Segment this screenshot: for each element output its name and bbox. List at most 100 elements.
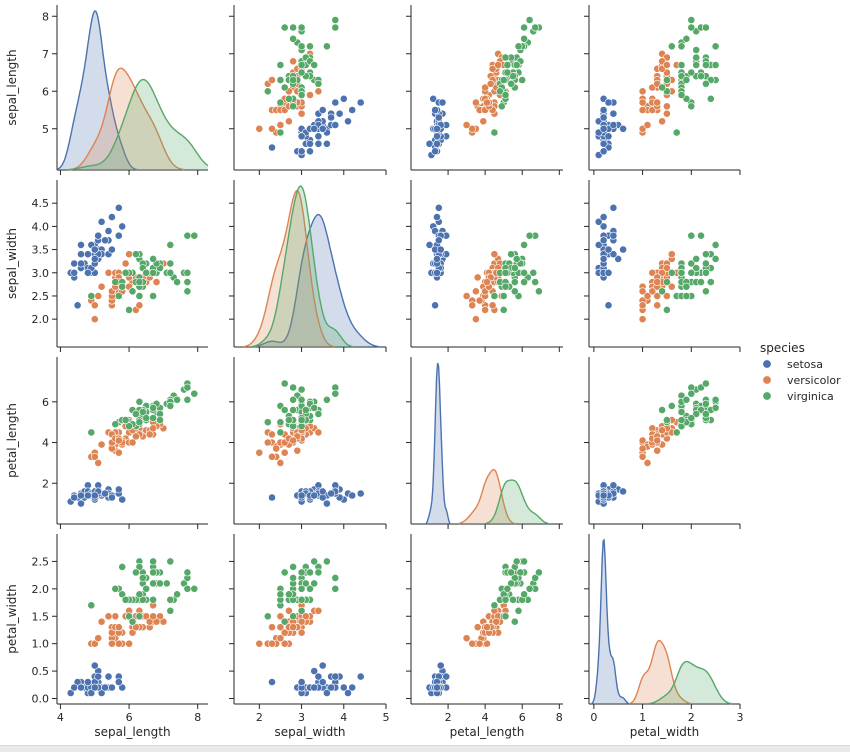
point-versicolor	[289, 623, 297, 632]
point-virginica	[711, 61, 720, 69]
point-setosa	[442, 672, 451, 681]
point-virginica	[520, 268, 528, 277]
point-virginica	[501, 612, 510, 621]
point-versicolor	[97, 282, 106, 291]
point-virginica	[692, 264, 701, 272]
point-setosa	[434, 203, 443, 212]
legend-marker-versicolor	[762, 375, 772, 385]
point-virginica	[687, 231, 696, 240]
point-virginica	[687, 16, 696, 24]
point-versicolor	[473, 273, 482, 282]
point-virginica	[520, 34, 528, 43]
point-virginica	[520, 278, 528, 286]
y-tick-label: 2.5	[32, 555, 50, 568]
point-setosa	[609, 250, 618, 259]
panel-petal_length-vs-petal_length	[406, 357, 563, 529]
point-virginica	[702, 287, 710, 296]
point-virginica	[173, 278, 181, 286]
kde-line-setosa	[56, 10, 138, 171]
point-virginica	[276, 590, 285, 599]
kde-fill-virginica	[649, 661, 732, 704]
point-virginica	[289, 574, 297, 582]
panel-sepal_width-vs-petal_length	[406, 180, 563, 352]
legend-label-setosa: setosa	[787, 358, 823, 371]
legend: species setosa versicolor virginica	[760, 341, 841, 403]
point-setosa	[90, 245, 99, 254]
point-virginica	[331, 23, 340, 32]
point-setosa	[77, 259, 85, 268]
kde-line-versicolor	[629, 639, 692, 705]
point-virginica	[183, 231, 192, 240]
point-versicolor	[255, 124, 264, 133]
point-virginica	[297, 23, 306, 32]
point-versicolor	[125, 639, 134, 648]
y-tick-label: 0.0	[32, 693, 50, 706]
point-virginica	[677, 61, 686, 69]
point-versicolor	[663, 109, 671, 118]
point-setosa	[104, 227, 113, 235]
point-virginica	[677, 268, 686, 277]
point-versicolor	[268, 623, 276, 632]
point-versicolor	[471, 287, 480, 296]
point-virginica	[183, 584, 192, 593]
point-versicolor	[638, 301, 647, 310]
point-virginica	[166, 606, 175, 615]
point-virginica	[166, 595, 175, 604]
point-versicolor	[653, 292, 662, 300]
point-virginica	[111, 278, 120, 286]
point-versicolor	[471, 315, 480, 324]
point-setosa	[335, 109, 344, 118]
point-virginica	[289, 612, 297, 621]
point-versicolor	[475, 296, 484, 305]
point-virginica	[149, 414, 157, 422]
x-tick-label: 6	[126, 711, 133, 724]
point-versicolor	[97, 617, 106, 626]
point-setosa	[77, 250, 85, 259]
point-versicolor	[471, 98, 480, 107]
point-versicolor	[483, 623, 491, 632]
point-virginica	[142, 268, 151, 277]
point-virginica	[667, 268, 676, 277]
panel-sepal_length-vs-petal_length	[406, 5, 563, 175]
point-virginica	[525, 16, 534, 24]
point-setosa	[318, 106, 327, 114]
point-virginica	[672, 428, 681, 437]
point-virginica	[135, 292, 144, 300]
point-virginica	[276, 98, 285, 107]
point-virginica	[142, 584, 151, 593]
point-versicolor	[638, 87, 647, 96]
kde-line-versicolor	[243, 189, 335, 348]
point-virginica	[702, 259, 710, 268]
point-virginica	[276, 61, 285, 69]
kde-line-versicolor	[458, 468, 515, 525]
point-versicolor	[149, 612, 157, 621]
y-tick-label: 0.5	[32, 665, 50, 678]
point-virginica	[510, 287, 519, 296]
point-versicolor	[638, 106, 647, 114]
point-virginica	[310, 557, 319, 566]
x-tick-label: 5	[383, 711, 390, 724]
point-setosa	[339, 683, 348, 692]
panel-sepal_length-vs-sepal_length: 5 6 7 8	[42, 5, 209, 175]
point-setosa	[609, 121, 618, 129]
point-setosa	[314, 672, 323, 681]
y-tick-label: 6	[42, 85, 49, 98]
point-virginica	[663, 305, 671, 314]
point-versicolor	[468, 639, 477, 648]
point-virginica	[512, 254, 521, 263]
point-versicolor	[667, 250, 676, 259]
point-versicolor	[658, 117, 666, 126]
point-virginica	[135, 612, 144, 621]
point-virginica	[702, 379, 710, 388]
point-setosa	[331, 121, 340, 129]
point-virginica	[687, 414, 696, 422]
point-virginica	[490, 128, 499, 137]
point-virginica	[314, 568, 323, 577]
point-virginica	[496, 87, 504, 96]
point-virginica	[263, 418, 272, 427]
point-virginica	[111, 584, 120, 593]
point-virginica	[131, 568, 140, 577]
point-virginica	[503, 584, 512, 593]
point-virginica	[289, 395, 297, 404]
point-versicolor	[280, 639, 289, 648]
